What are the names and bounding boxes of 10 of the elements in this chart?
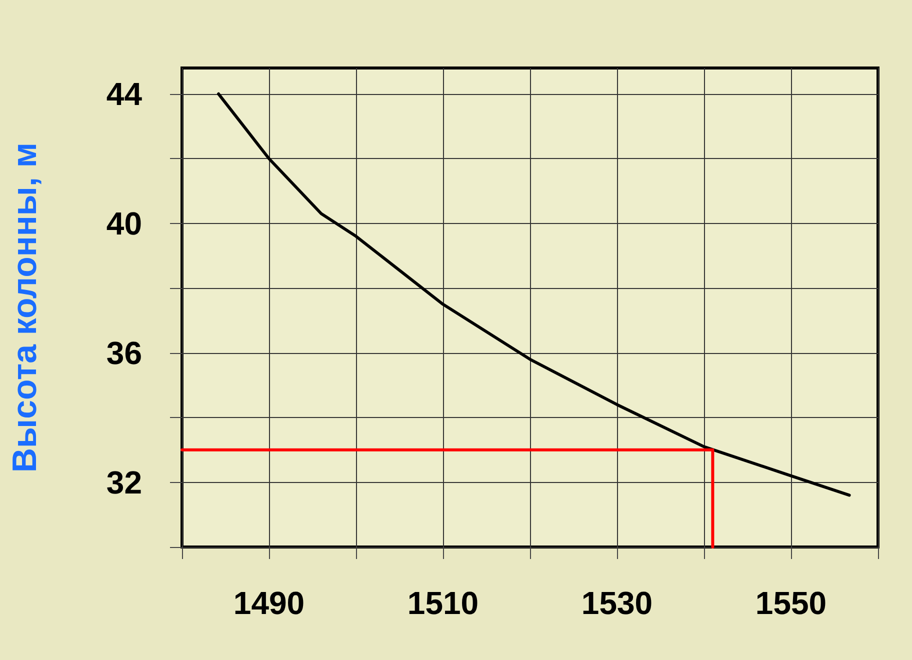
y-tick-label: 44 — [106, 76, 142, 112]
y-tick-label: 36 — [106, 334, 142, 371]
x-tick-label: 1490 — [233, 585, 305, 621]
x-tick-label: 1510 — [407, 585, 479, 621]
x-tick-label: 1550 — [755, 585, 827, 621]
y-axis-title: Высота колонны, м — [6, 142, 44, 472]
y-tick-label: 32 — [106, 464, 142, 500]
y-tick-label: 40 — [106, 205, 142, 242]
x-tick-label: 1530 — [581, 585, 653, 621]
line-series — [217, 92, 851, 497]
